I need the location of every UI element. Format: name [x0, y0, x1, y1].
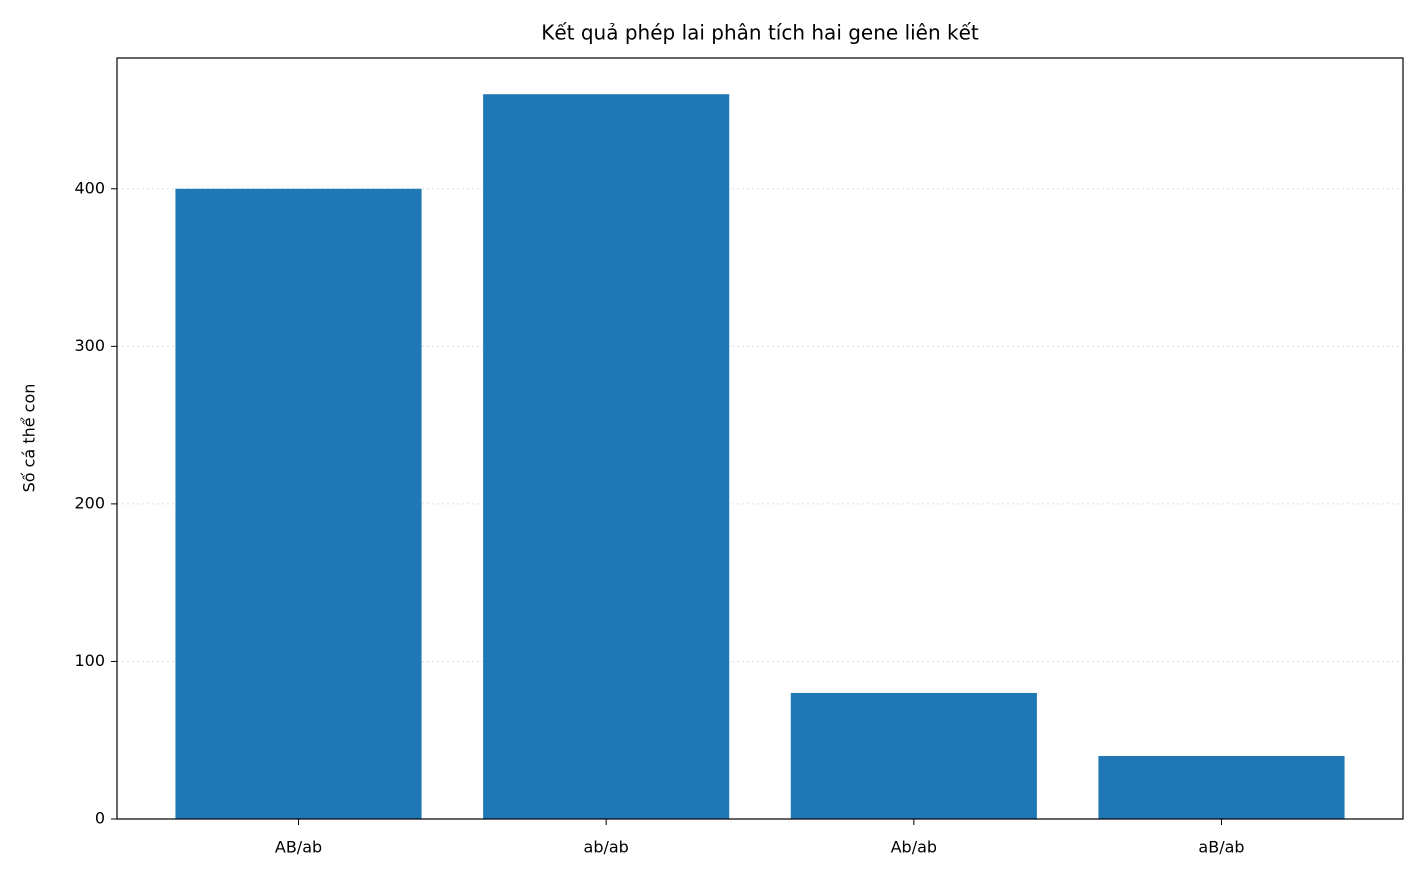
- bar: [483, 94, 730, 819]
- y-tick-label: 0: [95, 809, 105, 828]
- x-tick-label: aB/ab: [1198, 838, 1244, 857]
- x-tick-label: AB/ab: [275, 838, 322, 857]
- bar: [790, 692, 1037, 819]
- y-tick-label: 100: [74, 651, 105, 670]
- y-tick-label: 300: [74, 336, 105, 355]
- y-tick-label: 200: [74, 493, 105, 512]
- chart-title: Kết quả phép lai phân tích hai gene liên…: [541, 21, 979, 45]
- y-axis-label: Số cá thể con: [20, 384, 39, 493]
- bar: [175, 188, 422, 819]
- x-tick-label: ab/ab: [584, 838, 629, 857]
- bar: [1098, 755, 1345, 819]
- x-tick-label: Ab/ab: [891, 838, 937, 857]
- y-tick-label: 400: [74, 178, 105, 197]
- plot-frame: [116, 57, 1404, 820]
